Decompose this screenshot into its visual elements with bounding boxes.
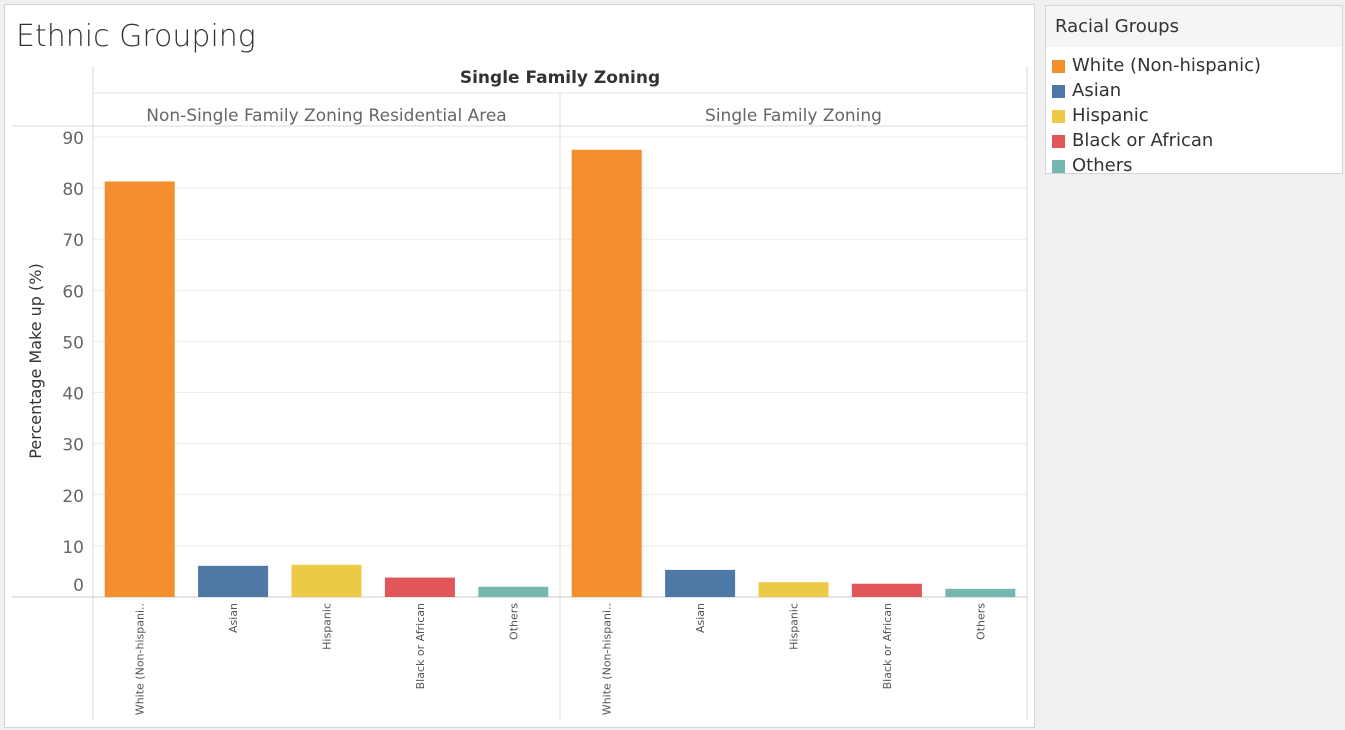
bar	[478, 586, 549, 597]
x-tick-label: Others	[974, 603, 987, 640]
legend-swatch	[1052, 60, 1065, 73]
column-header: Single Family Zoning	[460, 68, 660, 88]
y-tick-label: 50	[62, 333, 84, 353]
legend-label: Asian	[1072, 80, 1122, 101]
y-axis-label: Percentage Make up (%)	[26, 263, 45, 458]
x-tick-label: Others	[507, 603, 520, 640]
x-tick-label: White (Non-hispani..	[134, 603, 147, 715]
y-tick-label: 10	[62, 538, 84, 558]
x-tick-label: White (Non-hispani..	[601, 603, 614, 715]
x-tick-label: Hispanic	[321, 603, 334, 650]
chart-title: Ethnic Grouping	[16, 19, 256, 54]
bar	[571, 149, 642, 597]
bar	[945, 588, 1016, 597]
y-tick-label: 30	[62, 436, 84, 456]
legend-swatch	[1052, 110, 1065, 123]
y-tick-label: 0	[73, 576, 84, 596]
x-tick-label: Black or African	[414, 603, 427, 689]
bar	[198, 565, 269, 597]
y-tick-label: 70	[62, 231, 84, 251]
y-tick-label: 20	[62, 487, 84, 507]
legend-label: Black or African	[1072, 130, 1214, 151]
y-tick-label: 80	[62, 180, 84, 200]
legend: Racial Groups White (Non-hispanic) Asian…	[1045, 5, 1343, 176]
bar	[851, 583, 922, 597]
chart-panel: Ethnic Grouping	[4, 4, 1035, 728]
x-tick-label: Asian	[694, 603, 707, 633]
legend-label: Hispanic	[1072, 105, 1149, 126]
bar	[665, 569, 736, 597]
bar	[104, 181, 175, 597]
y-tick-label: 90	[62, 129, 84, 149]
legend-label: Others	[1072, 155, 1133, 176]
y-tick-label: 60	[62, 282, 84, 302]
y-tick-label: 40	[62, 385, 84, 405]
bar	[384, 577, 455, 597]
legend-label: White (Non-hispanic)	[1072, 55, 1262, 76]
bar	[291, 564, 362, 597]
x-tick-label: Asian	[227, 603, 240, 633]
panel-header: Single Family Zoning	[705, 106, 882, 126]
panel-header: Non-Single Family Zoning Residential Are…	[146, 106, 506, 126]
legend-swatch	[1052, 135, 1065, 148]
x-tick-label: Black or African	[881, 603, 894, 689]
legend-swatch	[1052, 85, 1065, 98]
legend-swatch	[1052, 160, 1065, 173]
x-tick-label: Hispanic	[788, 603, 801, 650]
legend-title: Racial Groups	[1046, 6, 1342, 47]
bar	[758, 582, 829, 597]
